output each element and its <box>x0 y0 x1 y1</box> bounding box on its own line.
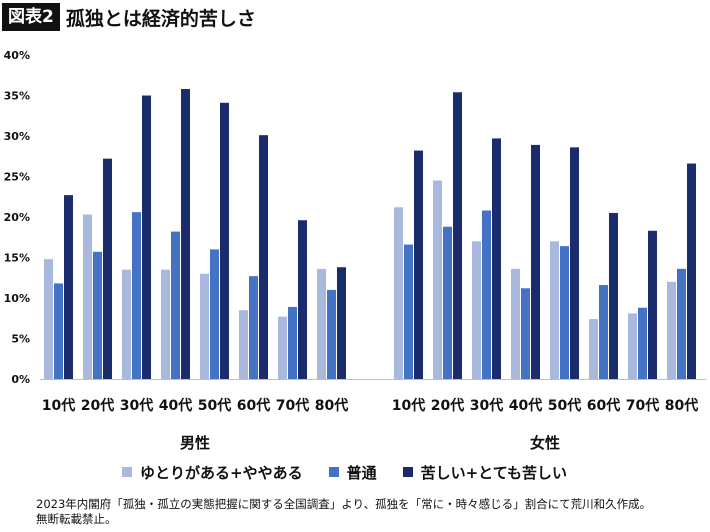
legend-item-low: ゆとりがある+ややある <box>122 462 303 483</box>
x-tick-label: 80代 <box>315 397 348 414</box>
x-tick-label: 50代 <box>198 397 231 414</box>
bar-female-2 <box>687 163 696 379</box>
bar-female-0 <box>667 281 676 379</box>
legend-swatch-low <box>122 467 132 477</box>
bar-female-1 <box>599 285 608 379</box>
legend-item-high: 苦しい+とても苦しい <box>402 462 567 483</box>
bar-female-0 <box>472 241 481 379</box>
figure-label: 図表2 <box>2 3 60 31</box>
bar-male-1 <box>171 231 180 379</box>
bar-female-1 <box>443 226 452 379</box>
y-tick-label: 40% <box>4 49 30 62</box>
bar-male-1 <box>288 306 297 379</box>
x-tick-label: 70代 <box>276 397 309 414</box>
chart-title: 孤独とは経済的苦しさ <box>65 7 256 30</box>
bar-male-1 <box>54 283 63 379</box>
x-tick-label: 10代 <box>42 397 75 414</box>
legend-label-high: 苦しい+とても苦しい <box>420 463 567 482</box>
x-tick-label: 30代 <box>470 397 503 414</box>
bar-male-0 <box>83 214 92 379</box>
bar-female-0 <box>628 313 637 379</box>
bar-female-0 <box>433 180 442 379</box>
bar-female-0 <box>511 268 520 379</box>
x-tick-label: 60代 <box>587 397 620 414</box>
bar-female-2 <box>648 230 657 379</box>
bar-male-1 <box>132 212 141 379</box>
y-tick-label: 10% <box>4 292 30 305</box>
bar-female-2 <box>414 150 423 379</box>
bar-male-1 <box>249 276 258 379</box>
bar-female-0 <box>589 319 598 379</box>
bar-male-1 <box>210 249 219 379</box>
legend-label-low: ゆとりがある+ややある <box>140 463 303 482</box>
bar-female-1 <box>638 307 647 379</box>
y-tick-label: 35% <box>4 90 30 103</box>
bar-female-1 <box>560 246 569 379</box>
bar-male-0 <box>200 273 209 379</box>
group-label: 男性 <box>180 434 210 452</box>
bar-female-0 <box>394 207 403 379</box>
x-tick-label: 60代 <box>237 397 270 414</box>
bar-male-0 <box>122 269 131 379</box>
footnote: 2023年内閣府「孤独・孤立の実態把握に関する全国調査」より、孤独を「常に・時々… <box>36 497 706 527</box>
y-tick-label: 30% <box>4 130 30 143</box>
y-tick-label: 25% <box>4 171 30 184</box>
group-label: 女性 <box>530 434 560 452</box>
bar-female-1 <box>521 288 530 379</box>
legend-item-mid: 普通 <box>328 462 377 483</box>
bar-female-1 <box>404 244 413 379</box>
footnote-line-2: 無断転載禁止。 <box>36 512 117 526</box>
bar-female-1 <box>482 210 491 379</box>
bar-male-2 <box>103 158 112 379</box>
bar-female-2 <box>570 147 579 379</box>
legend-label-mid: 普通 <box>346 463 377 482</box>
bar-female-2 <box>492 138 501 379</box>
bar-female-2 <box>609 212 618 379</box>
y-tick-label: 5% <box>11 333 30 346</box>
x-tick-label: 50代 <box>548 397 581 414</box>
bar-male-0 <box>239 310 248 379</box>
bar-female-2 <box>531 144 540 379</box>
legend-swatch-mid <box>328 467 339 477</box>
bar-male-0 <box>44 259 53 379</box>
bar-male-2 <box>337 267 346 379</box>
bar-male-2 <box>142 95 151 379</box>
bar-male-2 <box>298 220 307 379</box>
bar-male-1 <box>93 251 102 379</box>
bar-male-1 <box>327 289 336 379</box>
y-tick-label: 20% <box>4 211 30 224</box>
x-tick-label: 10代 <box>392 397 425 414</box>
legend-swatch-high <box>402 467 413 477</box>
y-tick-label: 0% <box>11 373 30 386</box>
bar-male-0 <box>278 316 287 379</box>
x-tick-label: 40代 <box>509 397 542 414</box>
bar-male-0 <box>317 268 326 379</box>
bar-male-2 <box>220 102 229 379</box>
bar-male-2 <box>181 89 190 380</box>
bar-male-0 <box>161 269 170 379</box>
x-tick-label: 30代 <box>120 397 153 414</box>
x-tick-label: 20代 <box>81 397 114 414</box>
x-tick-label: 20代 <box>431 397 464 414</box>
x-tick-label: 40代 <box>159 397 192 414</box>
bar-chart: 0% 5% 10% 15% 20% 25% 30% 35% 40% 10代 20代 30代 40代 50代… <box>4 49 706 452</box>
bar-female-0 <box>550 241 559 379</box>
bar-female-2 <box>453 92 462 379</box>
y-tick-label: 15% <box>4 252 30 265</box>
x-tick-label: 70代 <box>626 397 659 414</box>
bar-male-2 <box>64 195 73 379</box>
footnote-line-1: 2023年内閣府「孤独・孤立の実態把握に関する全国調査」より、孤独を「常に・時々… <box>36 497 652 511</box>
legend: ゆとりがある+ややある 普通 苦しい+とても苦しい <box>122 462 593 482</box>
title-bar: 図表2 孤独とは経済的苦しさ <box>2 2 256 32</box>
x-tick-label: 80代 <box>665 397 698 414</box>
bar-male-2 <box>259 135 268 379</box>
bar-female-1 <box>677 268 686 379</box>
